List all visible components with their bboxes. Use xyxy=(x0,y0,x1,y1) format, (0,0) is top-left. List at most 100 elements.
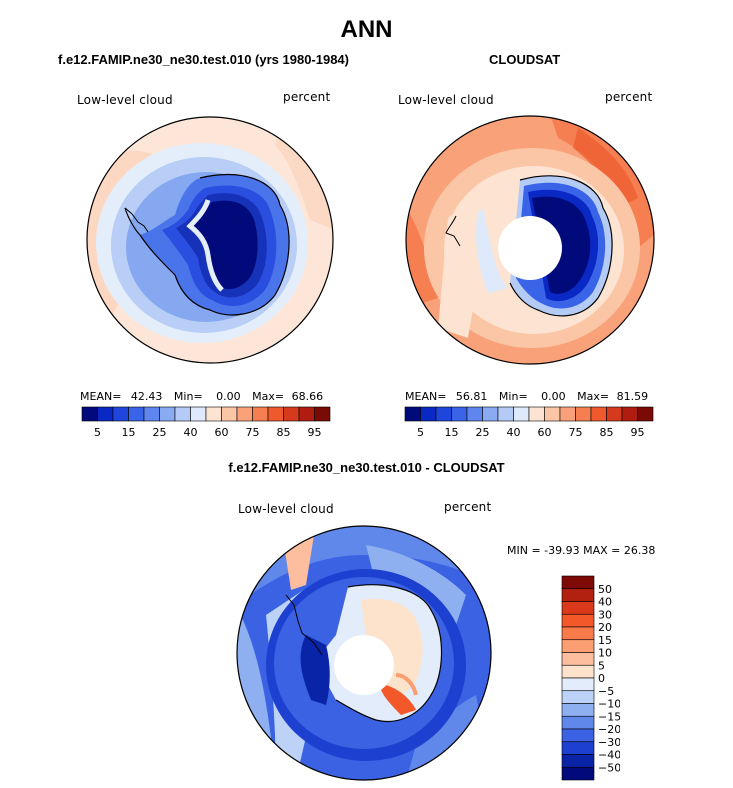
colorbar2-swatch xyxy=(559,406,576,422)
diff-colorbar-label: −5 xyxy=(598,685,614,698)
diff-min-max: MIN = -39.93 MAX = 26.38 xyxy=(507,544,656,557)
diff-colorbar-label: −10 xyxy=(598,698,620,711)
colorbar2-swatch xyxy=(513,406,530,422)
panel1-min-value: 0.00 xyxy=(216,390,241,403)
panel1-colorbar: 5 15 25 40 60 75 85 95 xyxy=(81,406,331,439)
panel1-min-label: Min= xyxy=(173,390,203,403)
colorbar2-tick-label: 15 xyxy=(445,426,459,439)
diff-colorbar-label: 10 xyxy=(598,647,612,660)
diff-colorbar-swatch xyxy=(561,613,595,628)
colorbar1-tick-label: 60 xyxy=(215,426,229,439)
diff-colorbar-swatch xyxy=(561,703,595,717)
diff-colorbar-swatch xyxy=(561,588,595,602)
diff-variable-label: Low-level cloud xyxy=(238,502,334,516)
colorbar1-tick-label: 40 xyxy=(184,426,198,439)
colorbar2-swatch xyxy=(466,406,483,422)
diff-colorbar-swatch xyxy=(561,728,595,743)
colorbar1-tick-label: 75 xyxy=(246,426,260,439)
diff-colorbar-swatch xyxy=(561,626,595,641)
colorbar1-swatch xyxy=(97,406,114,422)
diff-colorbar-swatch xyxy=(561,652,595,666)
colorbar1-swatch xyxy=(174,406,191,422)
panel2-min-label: Min= xyxy=(498,390,528,403)
diff-colorbar-swatch xyxy=(561,766,595,781)
colorbar2-swatch xyxy=(590,406,607,422)
colorbar2-tick-label: 40 xyxy=(507,426,521,439)
panel2-max-label: Max= xyxy=(577,390,610,403)
colorbar2-swatch xyxy=(575,406,592,422)
page-title: ANN xyxy=(340,16,393,43)
colorbar2-swatch xyxy=(606,406,623,422)
colorbar1-swatch xyxy=(190,406,207,422)
colorbar2-tick-label: 25 xyxy=(476,426,490,439)
diff-colorbar-label: −50 xyxy=(598,761,620,774)
panel1-polar-map xyxy=(86,116,334,364)
panel1-max-label: Max= xyxy=(252,390,285,403)
colorbar1-swatch xyxy=(81,406,98,422)
diff-colorbar-swatch xyxy=(561,690,595,704)
panel1-mean-value: 42.43 xyxy=(130,390,163,403)
colorbar1-swatch xyxy=(298,406,315,422)
colorbar1-tick-label: 85 xyxy=(277,426,291,439)
panel1-mean-label: MEAN= xyxy=(80,390,122,403)
diff-colorbar-swatch xyxy=(561,754,595,768)
diff-colorbar-label: 40 xyxy=(598,596,612,609)
panel1-header: f.e12.FAMIP.ne30_ne30.test.010 (yrs 1980… xyxy=(58,52,349,67)
panel2-colorbar: 5 15 25 40 60 75 85 95 xyxy=(404,406,654,439)
panel1-units-label: percent xyxy=(283,90,331,104)
colorbar1-swatch xyxy=(267,406,284,422)
diff-colorbar-label: 20 xyxy=(598,621,612,634)
diff-colorbar-swatch xyxy=(561,741,595,755)
diff-colorbar-label: 30 xyxy=(598,608,612,621)
colorbar1-swatch xyxy=(143,406,160,422)
colorbar1-swatch xyxy=(159,406,176,422)
diff-colorbar-label: −40 xyxy=(598,749,620,762)
colorbar2-swatch xyxy=(451,406,468,422)
panel2-header: CLOUDSAT xyxy=(489,52,561,67)
panel1-max-value: 68.66 xyxy=(291,390,324,403)
diff-colorbar-swatch xyxy=(561,601,595,615)
colorbar1-swatch xyxy=(221,406,238,422)
diff-units-label: percent xyxy=(444,500,492,514)
colorbar1-swatch xyxy=(283,406,300,422)
colorbar2-swatch xyxy=(420,406,437,422)
colorbar2-tick-label: 60 xyxy=(538,426,552,439)
colorbar2-swatch xyxy=(404,406,421,422)
panel2-mean-value: 56.81 xyxy=(455,390,488,403)
colorbar1-tick-label: 25 xyxy=(153,426,167,439)
colorbar2-swatch xyxy=(544,406,561,422)
colorbar1-swatch xyxy=(314,406,331,422)
colorbar1-swatch xyxy=(205,406,222,422)
diff-colorbar-swatch xyxy=(561,639,595,653)
colorbar2-tick-label: 5 xyxy=(417,426,424,439)
diff-colorbar-label: 5 xyxy=(598,659,605,672)
panel2-stats: MEAN= 56.81 Min= 0.00 Max= 81.59 xyxy=(405,390,648,403)
colorbar1-swatch xyxy=(112,406,129,422)
panel2-units-label: percent xyxy=(605,90,653,104)
colorbar2-swatch xyxy=(497,406,514,422)
panel2-mean-label: MEAN= xyxy=(405,390,447,403)
colorbar2-swatch xyxy=(621,406,638,422)
colorbar1-tick-label: 95 xyxy=(308,426,322,439)
panel2-min-value: 0.00 xyxy=(541,390,566,403)
diff-colorbar-swatch xyxy=(561,575,595,590)
diff-colorbar-label: 0 xyxy=(598,672,605,685)
panel2-variable-label: Low-level cloud xyxy=(398,93,494,107)
diff-colorbar-label: −30 xyxy=(598,736,620,749)
colorbar2-swatch xyxy=(637,406,654,422)
diff-colorbar-label: 15 xyxy=(598,634,612,647)
panel1-stats: MEAN= 42.43 Min= 0.00 Max= 68.66 xyxy=(80,390,323,403)
diff-colorbar-label: −15 xyxy=(598,710,620,723)
colorbar2-swatch xyxy=(482,406,499,422)
panel2-max-value: 81.59 xyxy=(616,390,649,403)
diff-colorbar-swatch xyxy=(561,664,595,679)
diff-panel-header: f.e12.FAMIP.ne30_ne30.test.010 - CLOUDSA… xyxy=(228,460,505,475)
colorbar1-tick-label: 5 xyxy=(94,426,101,439)
panel1-variable-label: Low-level cloud xyxy=(77,93,173,107)
colorbar2-swatch xyxy=(528,406,545,422)
colorbar1-tick-label: 15 xyxy=(122,426,136,439)
colorbar1-swatch xyxy=(252,406,269,422)
diff-colorbar-label: −20 xyxy=(598,723,620,736)
diff-colorbar-swatch xyxy=(561,715,595,730)
